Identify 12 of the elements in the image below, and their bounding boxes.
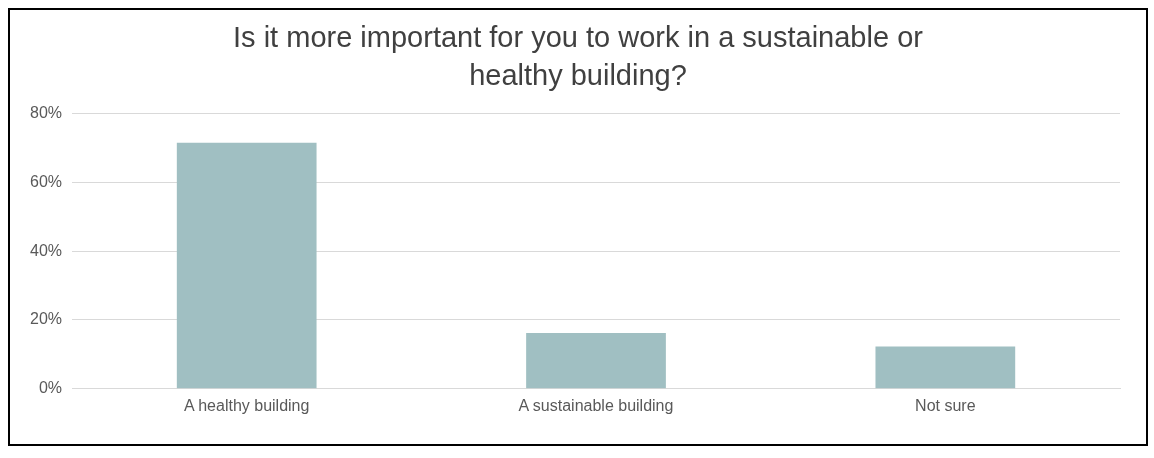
x-tick-label: A sustainable building [518,396,674,414]
y-tick-label: 80% [29,104,63,122]
bar [176,142,317,389]
y-tick-label: 40% [29,241,63,259]
chart-title: Is it more important for you to work in a sustainable or healthy building? [232,20,924,93]
bar [526,333,666,389]
y-tick-label: 0% [38,379,63,397]
y-tick-label: 60% [29,172,63,190]
bar [875,346,1016,389]
x-tick-label: Not sure [915,396,976,414]
y-tick-label: 20% [29,310,63,328]
x-tick-label: A healthy building [183,396,310,414]
